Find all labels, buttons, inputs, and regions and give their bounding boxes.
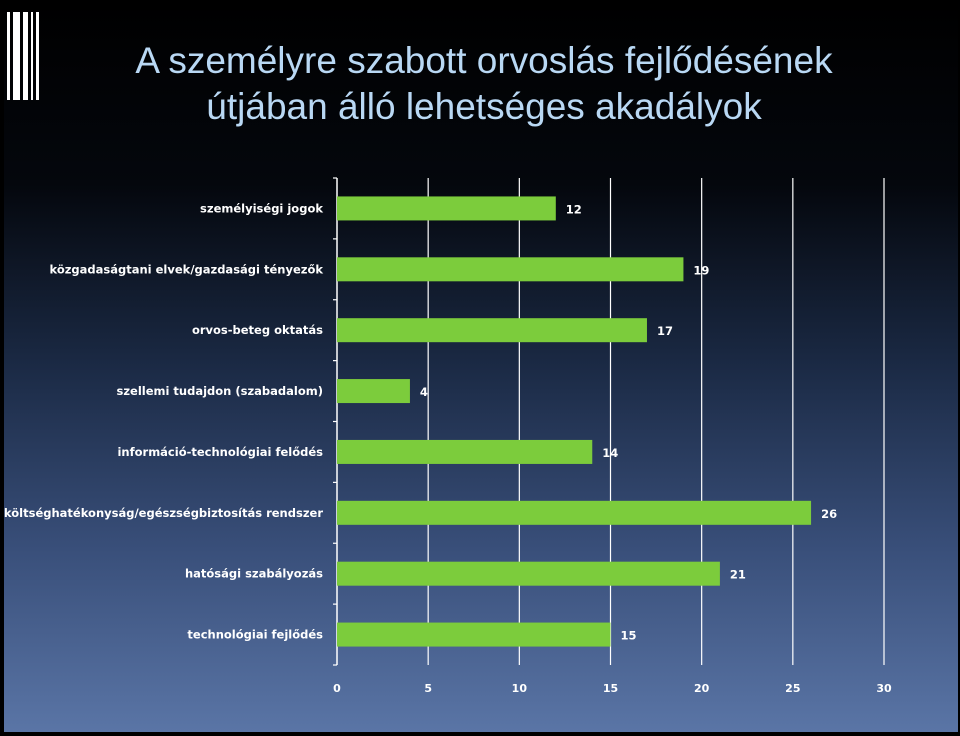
title-line-1: A személyre szabott orvoslás fejlődéséne… bbox=[135, 40, 833, 81]
value-label-0: 12 bbox=[566, 202, 582, 216]
category-label-3: szellemi tudajdon (szabadalom) bbox=[116, 384, 323, 398]
value-label-6: 21 bbox=[730, 568, 746, 582]
category-label-2: orvos-beteg oktatás bbox=[192, 323, 323, 337]
value-label-1: 19 bbox=[693, 263, 709, 277]
bar-3 bbox=[337, 379, 410, 404]
bar-1 bbox=[337, 257, 684, 282]
bar-5 bbox=[337, 500, 812, 525]
category-label-5: költséghatékonyság/egészségbiztosítás re… bbox=[4, 506, 323, 520]
category-label-7: technológiai fejlődés bbox=[187, 628, 323, 642]
category-label-1: közgadaságtani elvek/gazdasági tényezők bbox=[49, 262, 323, 276]
x-tick-label-30: 30 bbox=[876, 682, 892, 695]
x-tick-label-25: 25 bbox=[785, 682, 800, 695]
bar-6 bbox=[337, 561, 720, 586]
title-line-2: útjában álló lehetséges akadályok bbox=[206, 86, 762, 127]
x-tick-label-5: 5 bbox=[424, 682, 432, 695]
x-tick-label-10: 10 bbox=[512, 682, 528, 695]
value-label-7: 15 bbox=[621, 629, 637, 643]
bar-4 bbox=[337, 439, 593, 464]
x-tick-label-15: 15 bbox=[603, 682, 618, 695]
bar-7 bbox=[337, 622, 611, 647]
value-label-2: 17 bbox=[657, 324, 673, 338]
x-tick-label-20: 20 bbox=[694, 682, 710, 695]
value-label-4: 14 bbox=[602, 446, 618, 460]
bar-2 bbox=[337, 318, 647, 343]
bar-0 bbox=[337, 196, 556, 221]
slide: A személyre szabott orvoslás fejlődéséne… bbox=[4, 2, 958, 732]
category-label-4: információ-technológiai felődés bbox=[117, 445, 323, 459]
value-label-5: 26 bbox=[821, 507, 837, 521]
value-label-3: 4 bbox=[420, 385, 428, 399]
x-tick-label-0: 0 bbox=[333, 682, 341, 695]
category-label-0: személyiségi jogok bbox=[200, 201, 323, 215]
page-title: A személyre szabott orvoslás fejlődéséne… bbox=[44, 38, 924, 130]
decorative-stripes-icon bbox=[7, 12, 39, 100]
category-label-6: hatósági szabályozás bbox=[185, 567, 323, 581]
